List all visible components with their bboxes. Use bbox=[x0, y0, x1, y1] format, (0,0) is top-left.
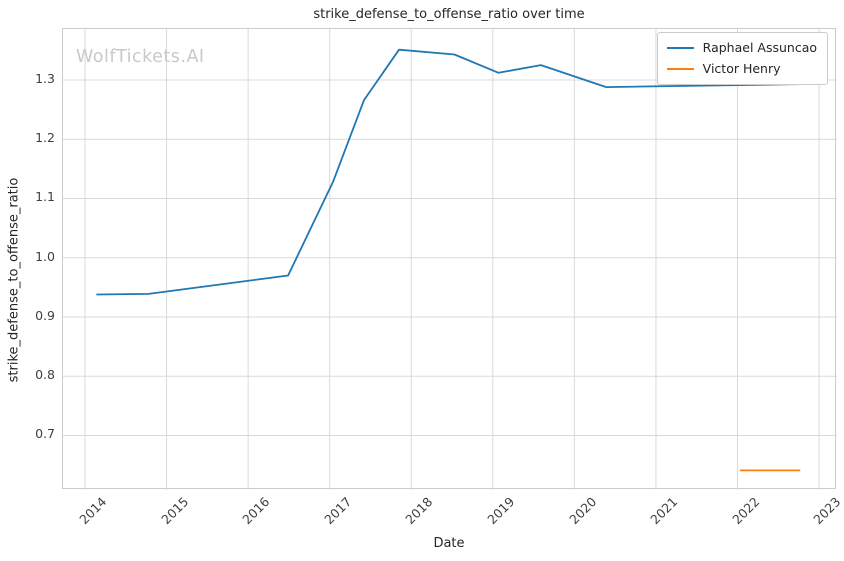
y-axis-label: strike_defense_to_offense_ratio bbox=[6, 177, 22, 383]
x-tick-label: 2016 bbox=[239, 494, 273, 528]
x-tick-label: 2014 bbox=[76, 494, 110, 528]
watermark: WolfTickets.AI bbox=[76, 47, 205, 67]
y-tick-label: 1.2 bbox=[35, 130, 55, 146]
y-tick-label: 0.8 bbox=[35, 367, 55, 383]
x-axis-label: Date bbox=[433, 536, 465, 551]
y-tick-label: 1.0 bbox=[35, 248, 55, 264]
y-tick-label: 0.7 bbox=[35, 426, 55, 442]
x-tick-label: 2022 bbox=[729, 494, 763, 528]
legend-line-swatch-icon bbox=[666, 46, 694, 49]
x-tick-label: 2019 bbox=[484, 494, 518, 528]
series-line-raphael-assuncao bbox=[96, 48, 801, 296]
x-tick-label: 2015 bbox=[158, 494, 192, 528]
plot-canvas bbox=[63, 29, 837, 490]
legend-item: Victor Henry bbox=[666, 59, 817, 78]
x-tick-label: 2017 bbox=[321, 494, 355, 528]
y-tick-label: 1.1 bbox=[35, 189, 55, 205]
legend-label: Victor Henry bbox=[702, 61, 781, 76]
x-tick-label: 2018 bbox=[402, 494, 436, 528]
y-tick-label: 0.9 bbox=[35, 307, 55, 323]
x-tick-label: 2021 bbox=[647, 494, 681, 528]
y-tick-label: 1.3 bbox=[35, 70, 55, 86]
legend-label: Raphael Assuncao bbox=[702, 40, 817, 55]
chart-title: strike_defense_to_offense_ratio over tim… bbox=[313, 7, 585, 22]
legend-line-swatch-icon bbox=[666, 67, 694, 70]
x-tick-label: 2023 bbox=[810, 494, 844, 528]
legend-item: Raphael Assuncao bbox=[666, 38, 817, 57]
plot-area: WolfTickets.AI Raphael Assuncao Victor H… bbox=[62, 28, 837, 490]
legend: Raphael Assuncao Victor Henry bbox=[656, 32, 828, 85]
x-tick-label: 2020 bbox=[565, 494, 599, 528]
